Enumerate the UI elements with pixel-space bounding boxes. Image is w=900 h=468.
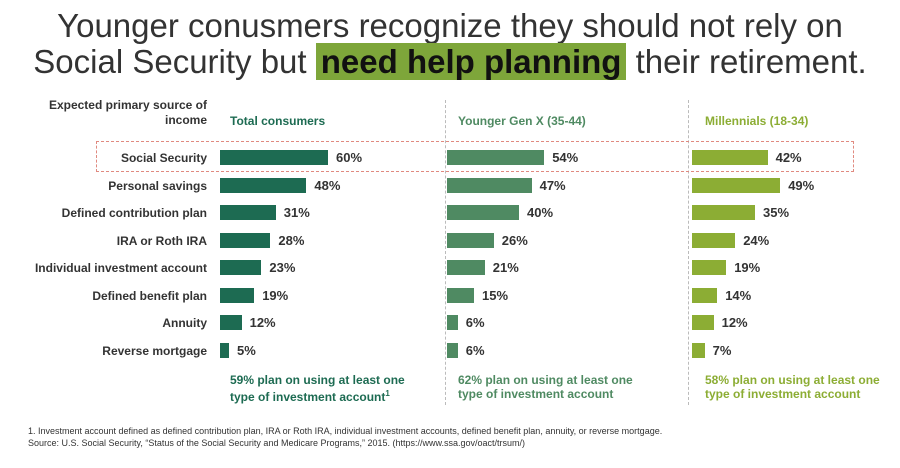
bar-total-consumers-defined-contribution-plan xyxy=(220,205,276,220)
value-label-millennials-18-34-social-security: 42% xyxy=(775,150,802,165)
row-label-social-security: Social Security xyxy=(120,151,207,165)
value-label-millennials-18-34-individual-investment-account: 19% xyxy=(734,260,761,275)
bar-total-consumers-ira-or-roth-ira xyxy=(220,232,271,248)
value-label-younger-gen-x-35-44-reverse-mortgage: 6% xyxy=(465,342,485,358)
bar-younger-gen-x-35-44-personal-savings xyxy=(447,177,532,193)
column-note-millennials-line-2: type of investment account xyxy=(705,387,861,401)
bar-millennials-18-34-individual-investment-account xyxy=(692,260,727,275)
row-label-annuity: Annuity xyxy=(162,316,207,330)
bar-younger-gen-x-35-44-defined-benefit-plan xyxy=(447,287,474,303)
value-label-younger-gen-x-35-44-defined-contribution-plan: 40% xyxy=(527,205,554,220)
column-note-gen-x: 62% plan on using at least one type of i… xyxy=(458,373,658,401)
value-label-millennials-18-34-defined-contribution-plan: 35% xyxy=(763,205,790,220)
bar-younger-gen-x-35-44-defined-contribution-plan xyxy=(447,205,519,220)
value-label-younger-gen-x-35-44-annuity: 6% xyxy=(465,315,485,330)
value-label-total-consumers-reverse-mortgage: 5% xyxy=(237,342,256,358)
bar-total-consumers-personal-savings xyxy=(220,177,307,193)
bar-total-consumers-reverse-mortgage xyxy=(220,342,229,358)
value-label-total-consumers-defined-contribution-plan: 31% xyxy=(283,205,310,220)
value-label-millennials-18-34-reverse-mortgage: 7% xyxy=(712,342,732,358)
value-label-total-consumers-defined-benefit-plan: 19% xyxy=(262,287,289,303)
bar-total-consumers-annuity xyxy=(220,315,242,330)
row-label-header: Expected primary source of income xyxy=(48,98,207,127)
title-highlight: need help planning xyxy=(315,43,627,80)
footnote-marker: 1 xyxy=(385,389,390,398)
value-label-younger-gen-x-35-44-ira-or-roth-ira: 26% xyxy=(501,232,528,248)
bar-millennials-18-34-reverse-mortgage xyxy=(692,342,705,358)
column-note-total-line-1: 59% plan on using at least one xyxy=(230,373,405,387)
column-divider-1 xyxy=(445,100,446,405)
value-label-millennials-18-34-ira-or-roth-ira: 24% xyxy=(743,232,770,248)
row-label-defined-benefit-plan: Defined benefit plan xyxy=(92,288,207,303)
column-note-total-text: type of investment account xyxy=(230,390,386,404)
column-note-millennials-line-1: 58% plan on using at least one xyxy=(705,373,880,387)
value-label-millennials-18-34-annuity: 12% xyxy=(721,315,748,330)
chart-title: Younger conusmers recognize they should … xyxy=(0,8,900,80)
column-note-total-line-2: type of investment account1 xyxy=(230,387,430,404)
title-line-2-pre: Social Security but xyxy=(33,43,307,80)
row-label-reverse-mortgage: Reverse mortgage xyxy=(102,343,207,358)
bar-millennials-18-34-annuity xyxy=(692,315,714,330)
value-label-younger-gen-x-35-44-personal-savings: 47% xyxy=(539,177,566,193)
bar-millennials-18-34-social-security xyxy=(692,150,768,165)
bar-millennials-18-34-ira-or-roth-ira xyxy=(692,232,736,248)
row-label-ira-or-roth-ira: IRA or Roth IRA xyxy=(116,233,207,248)
bar-millennials-18-34-personal-savings xyxy=(692,177,781,193)
bar-total-consumers-individual-investment-account xyxy=(220,260,262,275)
bar-total-consumers-social-security xyxy=(220,150,328,165)
bar-millennials-18-34-defined-benefit-plan xyxy=(692,287,718,303)
value-label-total-consumers-personal-savings: 48% xyxy=(314,177,341,193)
footnote: 1. Investment account defined as defined… xyxy=(28,425,888,449)
row-label-personal-savings: Personal savings xyxy=(108,178,207,193)
value-label-younger-gen-x-35-44-individual-investment-account: 21% xyxy=(492,260,519,275)
value-label-millennials-18-34-personal-savings: 49% xyxy=(788,177,815,193)
column-header-millennials: Millennials (18-34) xyxy=(705,114,809,128)
row-label-defined-contribution-plan: Defined contribution plan xyxy=(61,206,207,220)
column-header-gen-x: Younger Gen X (35-44) xyxy=(458,114,586,128)
bar-younger-gen-x-35-44-individual-investment-account xyxy=(447,260,485,275)
bar-younger-gen-x-35-44-social-security xyxy=(447,150,545,165)
value-label-total-consumers-annuity: 12% xyxy=(249,315,276,330)
bar-millennials-18-34-defined-contribution-plan xyxy=(692,205,755,220)
column-header-total: Total consumers xyxy=(230,114,326,128)
bar-younger-gen-x-35-44-annuity xyxy=(447,315,458,330)
title-line-2: Social Security but need help planning t… xyxy=(0,43,900,80)
footnote-source: Source: U.S. Social Security, “Status of… xyxy=(28,438,526,448)
value-label-younger-gen-x-35-44-social-security: 54% xyxy=(552,150,579,165)
column-note-total: 59% plan on using at least one type of i… xyxy=(230,373,430,404)
title-line-2-post: their retirement. xyxy=(635,43,867,80)
value-label-total-consumers-individual-investment-account: 23% xyxy=(269,260,296,275)
bar-younger-gen-x-35-44-ira-or-roth-ira xyxy=(447,232,494,248)
value-label-millennials-18-34-defined-benefit-plan: 14% xyxy=(725,287,752,303)
social-security-highlight-box xyxy=(96,141,854,172)
column-divider-2 xyxy=(688,100,689,405)
footnote-definition: 1. Investment account defined as defined… xyxy=(28,426,663,436)
title-line-1: Younger conusmers recognize they should … xyxy=(57,7,843,44)
bar-total-consumers-defined-benefit-plan xyxy=(220,287,255,303)
value-label-total-consumers-social-security: 60% xyxy=(336,150,363,165)
value-label-younger-gen-x-35-44-defined-benefit-plan: 15% xyxy=(482,287,509,303)
row-label-individual-investment-account: Individual investment account xyxy=(34,261,207,275)
bar-younger-gen-x-35-44-reverse-mortgage xyxy=(447,342,458,358)
value-label-total-consumers-ira-or-roth-ira: 28% xyxy=(278,232,305,248)
column-note-gen-x-line-2: type of investment account xyxy=(458,387,614,401)
column-note-millennials: 58% plan on using at least one type of i… xyxy=(705,373,900,401)
column-note-gen-x-line-1: 62% plan on using at least one xyxy=(458,373,633,387)
